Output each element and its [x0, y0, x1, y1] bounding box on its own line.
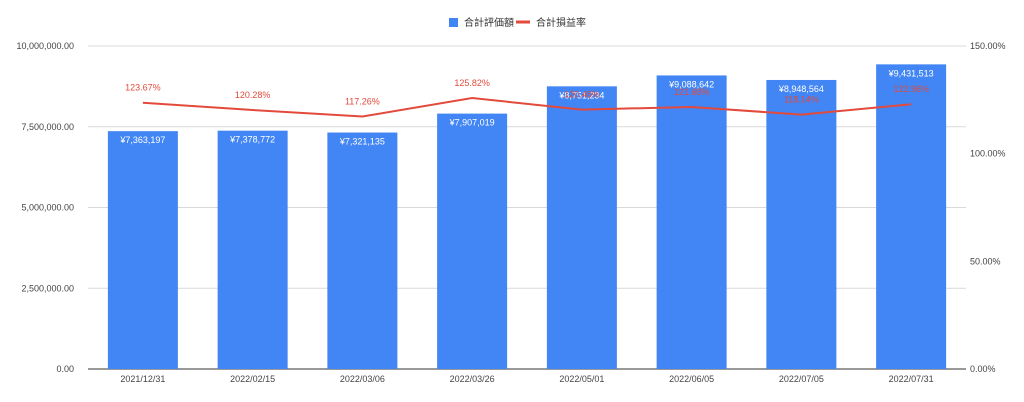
- legend-bar-swatch: [449, 18, 458, 27]
- line-value-label: 120.28%: [235, 90, 271, 100]
- bar: [876, 64, 947, 370]
- line-value-label: 123.67%: [125, 83, 161, 93]
- category-label: 2022/05/01: [559, 374, 604, 384]
- category-label: 2022/03/06: [340, 374, 385, 384]
- left-tick-label: 10,000,000.00: [16, 41, 74, 51]
- left-tick-label: 5,000,000.00: [21, 203, 74, 213]
- legend-bar-label: 合計評価額: [464, 16, 514, 29]
- bar-value-label: ¥7,321,135: [339, 137, 385, 147]
- category-label: 2022/03/26: [450, 374, 495, 384]
- line-series: 123.67% 120.28% 117.26% 125.82% 120.48% 121.6…: [125, 78, 929, 118]
- bar-value-label: ¥8,948,564: [778, 84, 824, 94]
- bar: [656, 75, 727, 370]
- legend: 合計評価額 合計損益率: [449, 16, 586, 29]
- left-tick-label: 0.00: [56, 364, 74, 374]
- line-value-label: 122.96%: [893, 84, 929, 94]
- legend-line-label: 合計損益率: [536, 16, 586, 29]
- bar: [327, 132, 398, 369]
- bar: [107, 131, 178, 369]
- right-axis-ticks: 0.00% 50.00% 100.00% 150.00%: [970, 41, 1006, 374]
- bar-series: ¥7,363,197 ¥7,378,772 ¥7,321,135 ¥7,907,019…: [107, 64, 947, 370]
- category-label: 2021/12/31: [120, 374, 165, 384]
- bar-value-label: ¥9,431,513: [888, 68, 934, 78]
- bar-value-label: ¥7,363,197: [119, 135, 165, 145]
- bar-value-label: ¥9,088,642: [668, 79, 714, 89]
- category-label: 2022/07/31: [889, 374, 934, 384]
- right-tick-label: 100.00%: [970, 149, 1006, 159]
- category-label: 2022/02/15: [230, 374, 275, 384]
- right-tick-label: 50.00%: [970, 256, 1001, 266]
- bar: [217, 130, 288, 369]
- bar: [546, 86, 617, 369]
- right-tick-label: 150.00%: [970, 41, 1006, 51]
- legend-line-swatch: [516, 20, 530, 24]
- line-value-label: 120.48%: [564, 90, 600, 100]
- category-label: 2022/07/05: [779, 374, 824, 384]
- bar-value-label: ¥7,907,019: [449, 118, 495, 128]
- line-value-label: 117.26%: [345, 97, 380, 107]
- category-axis-labels: 2021/12/31 2022/02/15 2022/03/06 2022/03/26…: [120, 374, 933, 384]
- line-value-label: 125.82%: [454, 78, 490, 88]
- right-tick-label: 0.00%: [970, 364, 996, 374]
- bar: [437, 113, 508, 369]
- category-label: 2022/06/05: [669, 374, 714, 384]
- line-path: [142, 97, 912, 118]
- line-value-label: 118.14%: [784, 95, 819, 105]
- left-tick-label: 7,500,000.00: [21, 122, 74, 132]
- left-axis-ticks: 0.00 2,500,000.00 5,000,000.00 7,500,000.00…: [16, 41, 74, 374]
- bar: [766, 79, 837, 370]
- left-tick-label: 2,500,000.00: [21, 283, 74, 293]
- bar-value-label: ¥7,378,772: [229, 135, 275, 145]
- line-value-label: 121.68%: [674, 87, 710, 97]
- bar-value-label: ¥8,751,234: [558, 90, 604, 100]
